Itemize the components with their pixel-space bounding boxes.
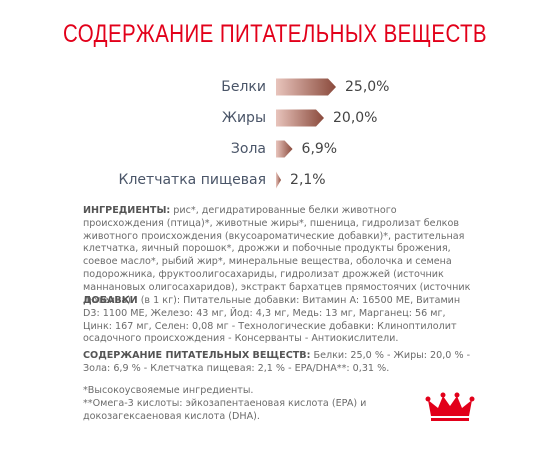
bar (276, 140, 293, 158)
crown-logo (425, 392, 475, 421)
text: Белки: 25,0 % - Жиры: 20,0 % - Зола: 6,9… (83, 350, 471, 374)
heading: ДОБАВКИ (83, 295, 138, 306)
category-label: Клетчатка пищевая (119, 172, 266, 188)
heading: ИНГРЕДИЕНТЫ: (83, 205, 171, 216)
value-label: 6,9% (302, 141, 338, 157)
text: рис*, дегидратированные белки животного … (83, 205, 471, 306)
title: СОДЕРЖАНИЕ ПИТАТЕЛЬНЫХ ВЕЩЕСТВ (62, 20, 488, 48)
bar (276, 78, 336, 96)
bar (276, 171, 282, 189)
nutrients: СОДЕРЖАНИЕ ПИТАТЕЛЬНЫХ ВЕЩЕСТВ: Белки: 2… (83, 350, 475, 376)
ingredients: ИНГРЕДИЕНТЫ: рис*, дегидратированные бел… (83, 205, 475, 307)
category-label: Жиры (222, 110, 266, 126)
bar (276, 109, 324, 127)
value-label: 25,0% (345, 79, 389, 95)
category-label: Белки (221, 79, 266, 95)
text: (в 1 кг): Питательные добавки: Витамин A… (83, 295, 461, 345)
category-label: Зола (231, 141, 266, 157)
value-label: 20,0% (333, 110, 377, 126)
additives: ДОБАВКИ (в 1 кг): Питательные добавки: В… (83, 295, 475, 346)
note: *Высокоусвояемые ингредиенты. (83, 385, 254, 396)
notes: *Высокоусвояемые ингредиенты. **Омега-3 … (83, 385, 423, 423)
value-label: 2,1% (290, 172, 326, 188)
note: **Омега-3 кислоты: эйкозапентаеновая кис… (83, 397, 367, 422)
heading: СОДЕРЖАНИЕ ПИТАТЕЛЬНЫХ ВЕЩЕСТВ: (83, 350, 311, 361)
nutrient-chart: Белки 25,0% Жиры 20,0% Зола 6,9% Клетчатка пищ… (119, 78, 389, 189)
